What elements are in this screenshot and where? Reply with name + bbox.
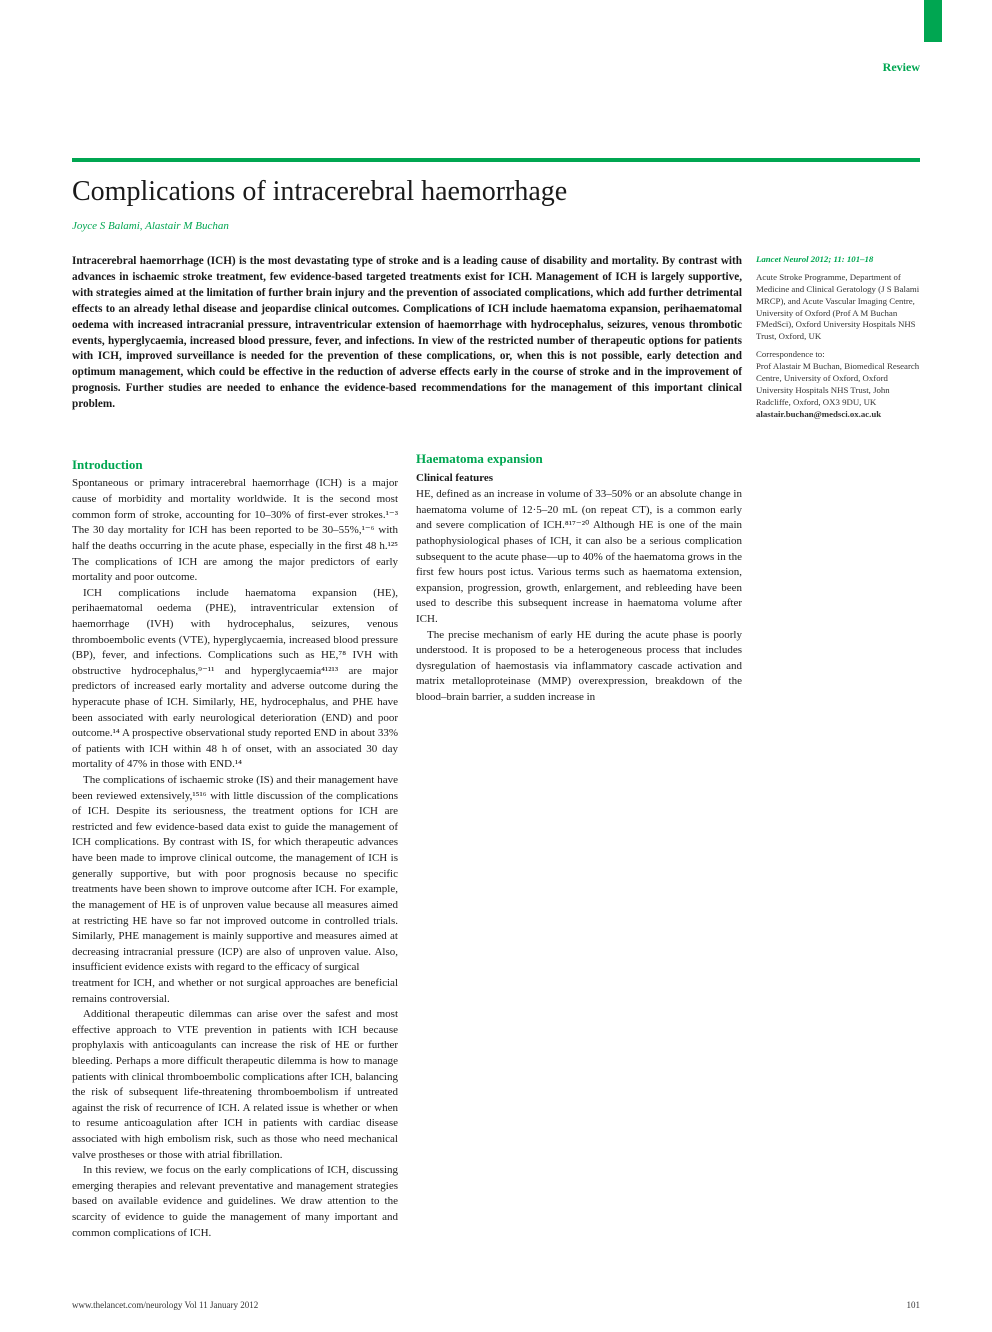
section-heading-haematoma: Haematoma expansion	[416, 450, 742, 468]
correspondence-label: Correspondence to:	[756, 349, 924, 361]
journal-citation: Lancet Neurol 2012; 11: 101–18	[756, 254, 924, 266]
title-rule	[72, 158, 920, 162]
author-affiliation: Acute Stroke Programme, Department of Me…	[756, 272, 924, 343]
correspondence-email: alastair.buchan@medsci.ox.ac.uk	[756, 409, 924, 421]
article-title: Complications of intracerebral haemorrha…	[72, 176, 567, 208]
haem-para-2: The precise mechanism of early HE during…	[416, 628, 742, 706]
intro-para-3: The complications of ischaemic stroke (I…	[72, 773, 398, 976]
page-footer: www.thelancet.com/neurology Vol 11 Janua…	[72, 1300, 920, 1310]
authors-line: Joyce S Balami, Alastair M Buchan	[72, 220, 229, 232]
review-label: Review	[883, 60, 920, 75]
accent-tab	[924, 0, 942, 42]
body-content: Introduction Spontaneous or primary intr…	[72, 450, 742, 1260]
intro-para-2: ICH complications include haematoma expa…	[72, 586, 398, 773]
affiliation-text: Acute Stroke Programme, Department of Me…	[756, 272, 919, 341]
intro-para-5: Additional therapeutic dilemmas can aris…	[72, 1007, 398, 1163]
section-heading-introduction: Introduction	[72, 456, 398, 474]
subsection-heading-clinical: Clinical features	[416, 471, 742, 487]
intro-para-6: In this review, we focus on the early co…	[72, 1163, 398, 1241]
footer-journal-info: www.thelancet.com/neurology Vol 11 Janua…	[72, 1300, 258, 1310]
correspondence-text: Prof Alastair M Buchan, Biomedical Resea…	[756, 361, 924, 409]
haem-para-1: HE, defined as an increase in volume of …	[416, 487, 742, 627]
two-column-body: Introduction Spontaneous or primary intr…	[72, 450, 742, 1260]
footer-page-number: 101	[907, 1300, 921, 1310]
abstract-block: Intracerebral haemorrhage (ICH) is the m…	[72, 254, 742, 413]
intro-para-1: Spontaneous or primary intracerebral hae…	[72, 476, 398, 585]
sidebar-metadata: Lancet Neurol 2012; 11: 101–18 Acute Str…	[756, 254, 924, 420]
intro-para-4: treatment for ICH, and whether or not su…	[72, 976, 398, 1007]
